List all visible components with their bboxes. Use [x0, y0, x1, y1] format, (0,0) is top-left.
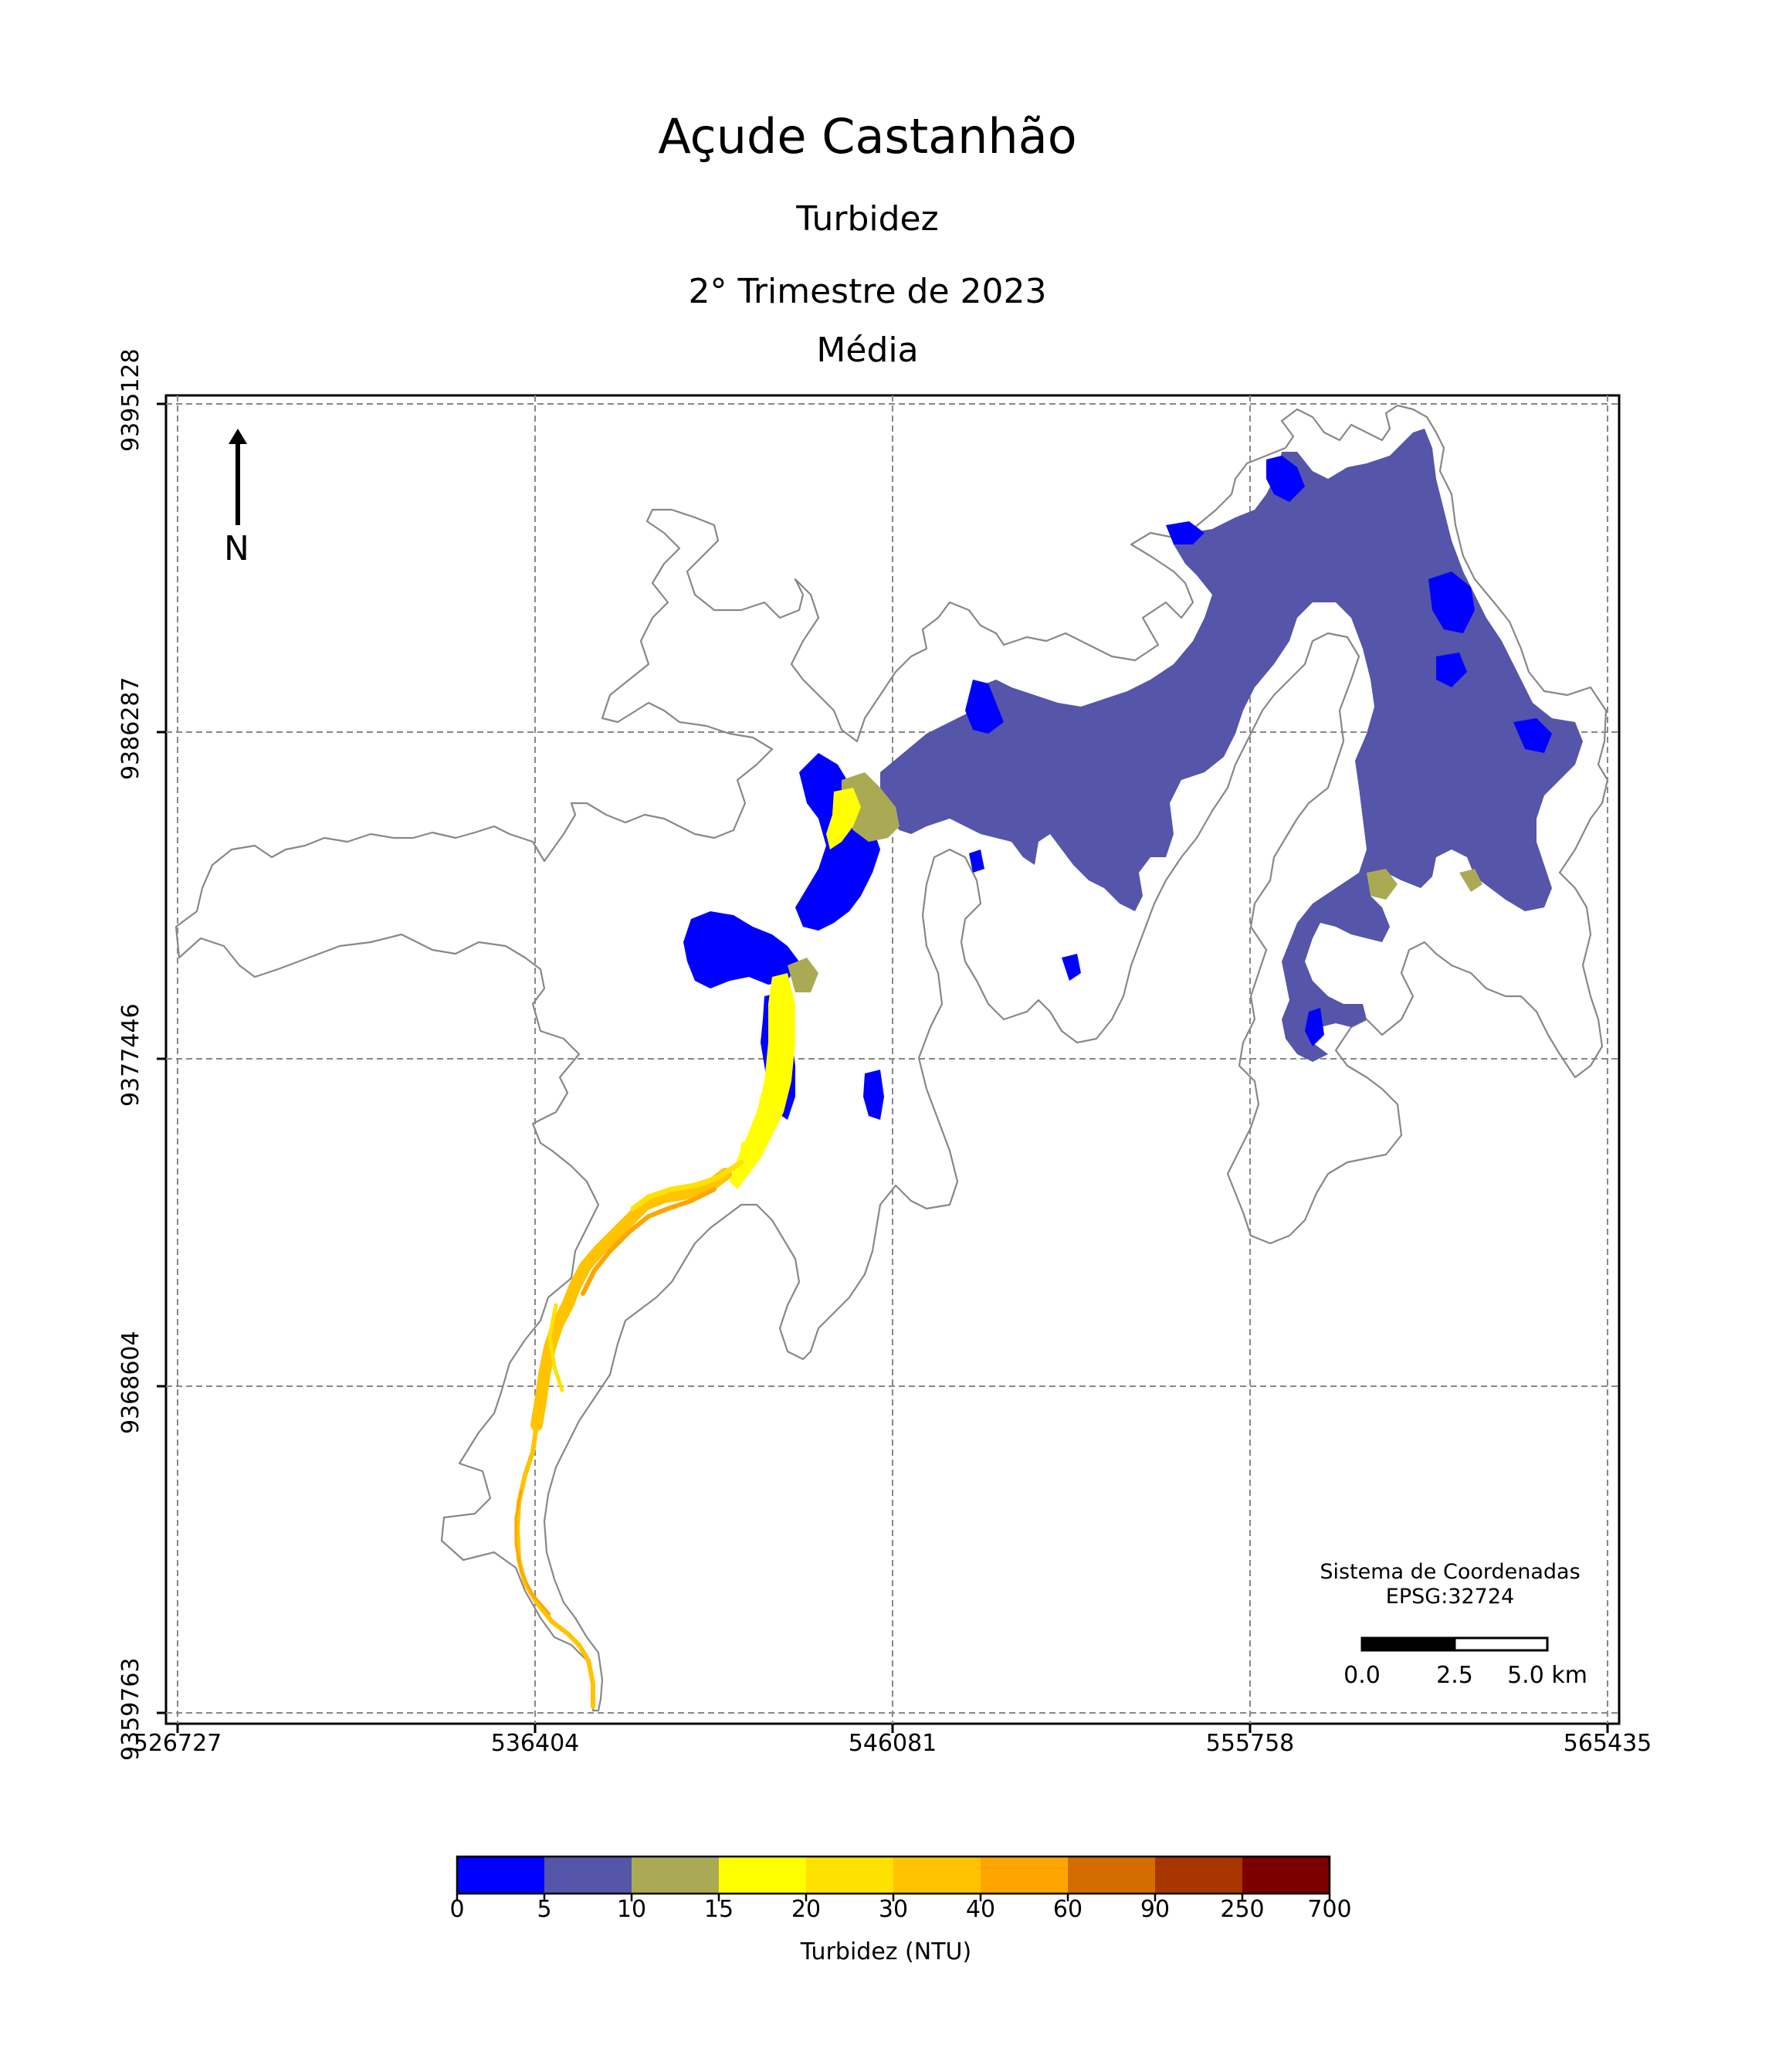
colorbar-tick-label: 10	[616, 1896, 647, 1923]
y-tick-label: 9395128	[117, 348, 144, 452]
x-tick-label: 526727	[133, 1730, 222, 1757]
reservoir-outline	[174, 404, 1609, 1712]
colorbar-tick-label: 700	[1307, 1896, 1352, 1923]
map-statistic: Média	[816, 331, 919, 370]
colorbar-tick-label: 20	[791, 1896, 822, 1923]
turbidity-area-5-10	[880, 429, 1583, 1062]
map-title: Açude Castanhão	[658, 108, 1077, 164]
north-arrow-icon	[229, 429, 247, 525]
colorbar-tick-label: 5	[537, 1896, 552, 1923]
y-tick-label: 9377446	[117, 1003, 144, 1107]
north-arrow-label: N	[224, 529, 249, 568]
scale-label: 5.0 km	[1507, 1662, 1587, 1689]
x-tick-label: 536404	[490, 1730, 580, 1757]
colorbar-cell	[1155, 1857, 1243, 1894]
colorbar-tick-label: 0	[449, 1896, 465, 1923]
x-tick-label: 565435	[1563, 1730, 1652, 1757]
colorbar-cell	[719, 1857, 807, 1894]
scale-bar	[1360, 1636, 1549, 1652]
crs-title: Sistema de Coordenadas	[1320, 1560, 1581, 1584]
colorbar-cell	[981, 1857, 1069, 1894]
crs-code: EPSG:32724	[1385, 1585, 1515, 1609]
turbidity-area-10-15	[788, 772, 1482, 992]
colorbar-cell	[1242, 1857, 1330, 1894]
colorbar-label: Turbidez (NTU)	[800, 1938, 972, 1965]
map-subtitle: Turbidez	[796, 199, 939, 239]
colorbar-cell	[632, 1857, 720, 1894]
colorbar	[457, 1857, 1330, 1894]
colorbar-tick-label: 60	[1052, 1896, 1083, 1923]
colorbar-tick-label: 250	[1220, 1896, 1265, 1923]
colorbar-tick-label: 40	[965, 1896, 996, 1923]
colorbar-tick-label: 90	[1140, 1896, 1171, 1923]
y-tick-label: 9386287	[117, 677, 144, 780]
colorbar-cell	[457, 1857, 545, 1894]
scale-label: 0.0	[1343, 1662, 1381, 1689]
colorbar-cell	[806, 1857, 894, 1894]
x-tick-label: 555758	[1205, 1730, 1295, 1757]
colorbar-cell	[544, 1857, 632, 1894]
colorbar-cell	[1068, 1857, 1156, 1894]
axis-ticks	[157, 402, 1609, 1733]
colorbar-cell	[893, 1857, 981, 1894]
colorbar-tick-label: 30	[878, 1896, 909, 1923]
colorbar-ticks	[456, 1894, 1331, 1901]
turbidity-area-20-40	[514, 1159, 744, 1709]
x-tick-label: 546081	[848, 1730, 937, 1757]
map-period: 2° Trimestre de 2023	[688, 272, 1047, 311]
colorbar-tick-label: 15	[703, 1896, 734, 1923]
scale-label: 2.5	[1436, 1662, 1473, 1689]
y-tick-label: 9368604	[117, 1331, 144, 1434]
y-tick-label: 9359763	[117, 1657, 144, 1761]
